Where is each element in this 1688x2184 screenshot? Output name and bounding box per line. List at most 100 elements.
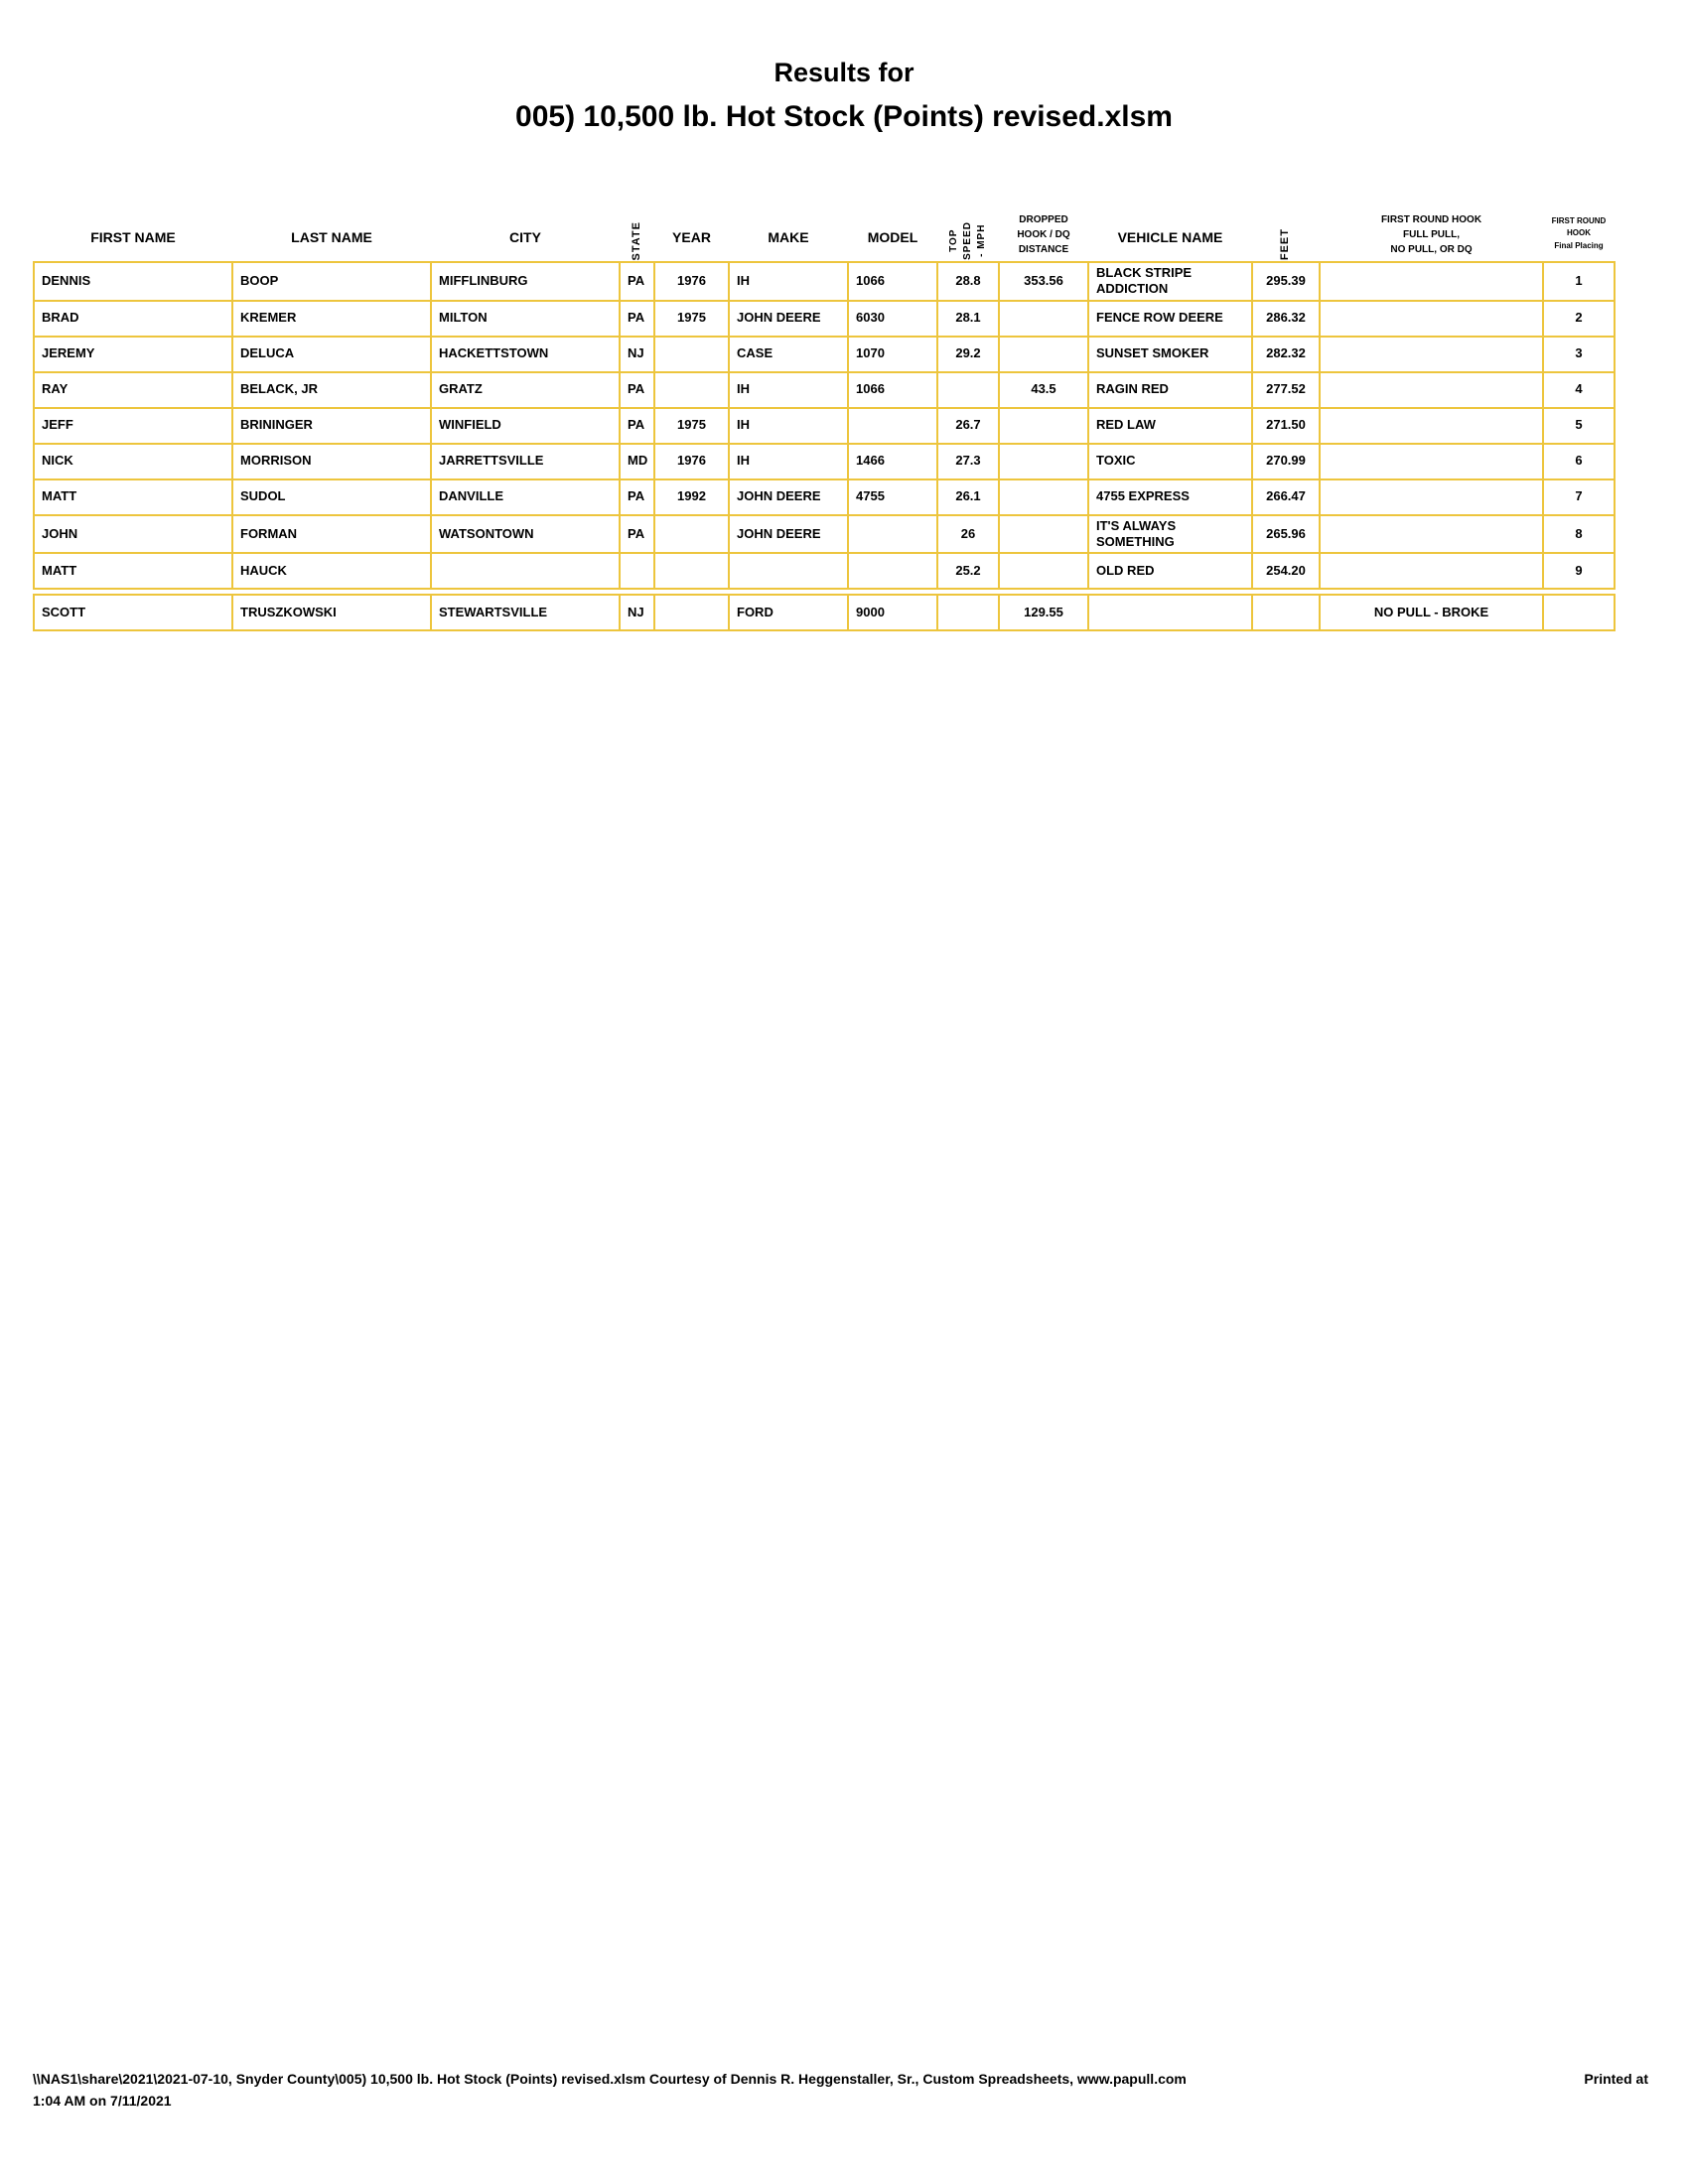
- footer-file-path: \\NAS1\share\2021\2021-07-10, Snyder Cou…: [33, 2071, 1187, 2087]
- footer-line-1: \\NAS1\share\2021\2021-07-10, Snyder Cou…: [33, 2071, 1648, 2087]
- cell-feet: 266.47: [1251, 478, 1321, 516]
- cell-vehicle: BLACK STRIPE ADDICTION: [1087, 261, 1253, 302]
- cell-feet: 271.50: [1251, 406, 1321, 445]
- cell-placing: 6: [1542, 442, 1616, 480]
- cell-first-name: JOHN: [33, 513, 233, 554]
- cell-feet: [1251, 594, 1321, 631]
- cell-feet: 295.39: [1251, 261, 1321, 302]
- cell-vehicle: OLD RED: [1087, 552, 1253, 590]
- cell-state: PA: [619, 478, 655, 516]
- cell-model: 9000: [847, 594, 938, 631]
- cell-dropped: [998, 513, 1089, 554]
- cell-vehicle: RAGIN RED: [1087, 370, 1253, 409]
- cell-city: HACKETTSTOWN: [430, 335, 621, 373]
- header-final-placing: FIRST ROUND HOOK Final Placing: [1551, 215, 1607, 251]
- report-footer: \\NAS1\share\2021\2021-07-10, Snyder Cou…: [33, 2071, 1648, 2109]
- header-last-name: LAST NAME: [291, 229, 372, 245]
- cell-year: 1975: [653, 406, 730, 445]
- cell-first-round: [1319, 335, 1544, 373]
- cell-model: 6030: [847, 299, 938, 338]
- cell-first-name: SCOTT: [33, 594, 233, 631]
- header-top-speed: TOP SPEED - MPH: [948, 221, 987, 260]
- cell-first-name: DENNIS: [33, 261, 233, 302]
- table-row: DENNIS BOOP MIFFLINBURG PA 1976 IH 1066 28.8 353…: [33, 261, 1616, 302]
- cell-first-name: JEREMY: [33, 335, 233, 373]
- cell-feet: 254.20: [1251, 552, 1321, 590]
- cell-top-speed: 27.3: [936, 442, 1000, 480]
- cell-placing: 5: [1542, 406, 1616, 445]
- cell-placing: 4: [1542, 370, 1616, 409]
- cell-state: NJ: [619, 594, 655, 631]
- cell-dropped: [998, 335, 1089, 373]
- header-year: YEAR: [672, 229, 711, 245]
- cell-last-name: DELUCA: [231, 335, 432, 373]
- cell-year: [653, 335, 730, 373]
- header-feet: FEET: [1279, 227, 1292, 260]
- cell-state: PA: [619, 406, 655, 445]
- cell-city: [430, 552, 621, 590]
- cell-make: JOHN DEERE: [728, 513, 849, 554]
- cell-city: GRATZ: [430, 370, 621, 409]
- cell-state: PA: [619, 513, 655, 554]
- cell-placing: [1542, 594, 1616, 631]
- header-row: FIRST NAME LAST NAME CITY STATE YEAR MAK…: [34, 187, 1615, 262]
- cell-vehicle: 4755 EXPRESS: [1087, 478, 1253, 516]
- header-city: CITY: [509, 229, 541, 245]
- table-row: NICK MORRISON JARRETTSVILLE MD 1976 IH 1466 27.…: [33, 442, 1616, 480]
- cell-make: IH: [728, 261, 849, 302]
- cell-first-round: [1319, 261, 1544, 302]
- report-title: Results for: [774, 58, 914, 87]
- cell-year: 1976: [653, 261, 730, 302]
- cell-vehicle: [1087, 594, 1253, 631]
- cell-model: 1066: [847, 261, 938, 302]
- cell-first-name: MATT: [33, 552, 233, 590]
- table-row: MATT SUDOL DANVILLE PA 1992 JOHN DEERE 4755 26.…: [33, 478, 1616, 516]
- results-table-body: DENNIS BOOP MIFFLINBURG PA 1976 IH 1066 28.8 353…: [33, 261, 1616, 631]
- cell-placing: 7: [1542, 478, 1616, 516]
- cell-make: [728, 552, 849, 590]
- cell-state: [619, 552, 655, 590]
- cell-model: 4755: [847, 478, 938, 516]
- cell-state: NJ: [619, 335, 655, 373]
- cell-state: MD: [619, 442, 655, 480]
- cell-year: [653, 552, 730, 590]
- cell-model: 1070: [847, 335, 938, 373]
- cell-last-name: HAUCK: [231, 552, 432, 590]
- cell-model: 1066: [847, 370, 938, 409]
- cell-make: IH: [728, 442, 849, 480]
- cell-first-round: [1319, 299, 1544, 338]
- cell-dropped: [998, 442, 1089, 480]
- cell-dropped: 43.5: [998, 370, 1089, 409]
- cell-model: [847, 406, 938, 445]
- table-row: RAY BELACK, JR GRATZ PA IH 1066 43.5 RAGIN RED 2…: [33, 370, 1616, 409]
- cell-last-name: FORMAN: [231, 513, 432, 554]
- cell-placing: 1: [1542, 261, 1616, 302]
- cell-top-speed: 28.8: [936, 261, 1000, 302]
- cell-year: [653, 370, 730, 409]
- cell-make: JOHN DEERE: [728, 478, 849, 516]
- cell-last-name: BELACK, JR: [231, 370, 432, 409]
- cell-model: 1466: [847, 442, 938, 480]
- cell-top-speed: [936, 370, 1000, 409]
- cell-top-speed: 26.7: [936, 406, 1000, 445]
- cell-top-speed: 26: [936, 513, 1000, 554]
- cell-feet: 270.99: [1251, 442, 1321, 480]
- results-table: FIRST NAME LAST NAME CITY STATE YEAR MAK…: [33, 187, 1616, 631]
- cell-top-speed: 26.1: [936, 478, 1000, 516]
- cell-dropped: [998, 478, 1089, 516]
- cell-last-name: TRUSZKOWSKI: [231, 594, 432, 631]
- report-subtitle-filename: 005) 10,500 lb. Hot Stock (Points) revis…: [515, 100, 1173, 133]
- cell-vehicle: TOXIC: [1087, 442, 1253, 480]
- cell-feet: 286.32: [1251, 299, 1321, 338]
- cell-placing: 2: [1542, 299, 1616, 338]
- header-vehicle-name: VEHICLE NAME: [1117, 229, 1223, 245]
- footer-printed-at-label: Printed at: [1584, 2071, 1648, 2087]
- table-row: MATT HAUCK 25.2 OLD RED 254.20 9: [33, 552, 1616, 590]
- cell-city: STEWARTSVILLE: [430, 594, 621, 631]
- cell-last-name: BOOP: [231, 261, 432, 302]
- header-make: MAKE: [768, 229, 809, 245]
- cell-first-round: [1319, 370, 1544, 409]
- cell-feet: 282.32: [1251, 335, 1321, 373]
- cell-year: 1992: [653, 478, 730, 516]
- cell-city: DANVILLE: [430, 478, 621, 516]
